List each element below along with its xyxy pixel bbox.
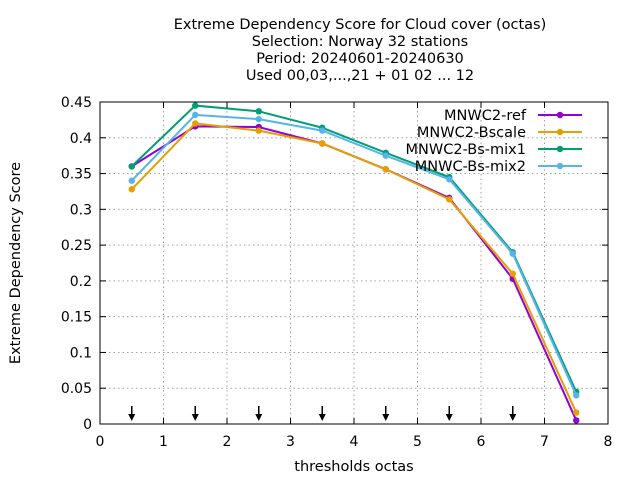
- legend-swatch-point: [556, 111, 564, 119]
- data-point: [573, 392, 580, 399]
- threshold-arrow: [128, 406, 136, 421]
- y-tick-label: 0.45: [61, 95, 92, 111]
- grid: [100, 102, 608, 424]
- legend-entry: MNWC2-Bs-mix1: [406, 142, 582, 158]
- series-group: [128, 102, 580, 424]
- data-point: [192, 120, 199, 127]
- legend-swatch-point: [556, 128, 564, 136]
- legend-entry: MNWC2-Bscale: [417, 125, 582, 141]
- x-axis-label: thresholds octas: [294, 459, 413, 475]
- series-line: [131, 104, 578, 393]
- axis-ticks: 0 1 2 3 4 5 6 7 8 0 0.05 0.1 0.15 0.2 0.25 0.3 0.35 0.4 0.…: [61, 95, 613, 450]
- y-tick-label: 0.15: [61, 310, 92, 326]
- legend-label: MNWC2-Bscale: [417, 125, 526, 141]
- series-MNWC-Bs-mix2: [128, 111, 580, 399]
- threshold-arrows: [128, 406, 517, 421]
- y-tick-label: 0.05: [61, 381, 92, 397]
- x-tick-label: 3: [286, 434, 295, 450]
- data-point: [255, 115, 262, 123]
- data-point: [573, 417, 580, 424]
- x-tick-label: 0: [96, 434, 105, 450]
- series-line: [131, 113, 578, 396]
- x-tick-label: 1: [159, 434, 168, 450]
- legend-label: MNWC2-ref: [444, 108, 527, 124]
- x-tick-label: 6: [477, 434, 486, 450]
- data-point: [319, 140, 326, 147]
- data-point: [509, 250, 516, 257]
- y-tick-label: 0.2: [70, 274, 92, 290]
- data-point: [192, 111, 199, 119]
- data-point: [446, 196, 453, 203]
- data-point: [255, 127, 262, 134]
- data-point: [128, 163, 135, 170]
- y-tick-label: 0.1: [70, 345, 92, 361]
- data-point: [573, 409, 580, 416]
- chart-title: Extreme Dependency Score for Cloud cover…: [174, 17, 547, 84]
- data-point: [128, 177, 135, 184]
- x-tick-label: 5: [413, 434, 422, 450]
- series-line: [131, 122, 578, 413]
- data-point: [255, 108, 262, 115]
- threshold-arrow: [191, 406, 199, 421]
- data-point: [446, 176, 453, 183]
- title-line: Used 00,03,...,21 + 01 02 ... 12: [246, 68, 474, 84]
- legend-label: MNWC2-Bs-mix1: [406, 142, 526, 158]
- x-tick-label: 7: [540, 434, 549, 450]
- threshold-arrow: [318, 406, 326, 421]
- plot-frame: [99, 101, 609, 425]
- legend: MNWC2-refMNWC2-BscaleMNWC2-Bs-mix1MNWC-B…: [406, 108, 582, 175]
- y-tick-label: 0.35: [61, 167, 92, 183]
- threshold-arrow: [382, 406, 390, 421]
- legend-swatch-point: [556, 145, 564, 153]
- y-tick-label: 0.3: [70, 202, 92, 218]
- data-point: [319, 127, 326, 134]
- y-axis-label: Extreme Dependency Score: [8, 162, 24, 364]
- threshold-arrow: [509, 406, 517, 421]
- data-point: [509, 270, 516, 277]
- legend-entry: MNWC2-ref: [444, 108, 582, 124]
- series-MNWC2-Bscale: [128, 120, 580, 416]
- title-line: Extreme Dependency Score for Cloud cover…: [174, 17, 547, 33]
- data-point: [382, 166, 389, 173]
- x-tick-label: 4: [350, 434, 359, 450]
- data-point: [192, 102, 199, 109]
- data-point: [382, 152, 389, 159]
- x-tick-label: 2: [223, 434, 232, 450]
- legend-entry: MNWC-Bs-mix2: [415, 159, 582, 175]
- x-tick-label: 8: [604, 434, 613, 450]
- legend-swatch-point: [556, 162, 564, 170]
- y-tick-label: 0.4: [70, 131, 92, 147]
- title-line: Period: 20240601-20240630: [256, 51, 464, 67]
- y-tick-label: 0: [83, 417, 92, 433]
- y-tick-label: 0.25: [61, 238, 92, 254]
- data-point: [128, 186, 135, 193]
- threshold-arrow: [255, 406, 263, 421]
- title-line: Selection: Norway 32 stations: [252, 34, 468, 50]
- legend-label: MNWC-Bs-mix2: [415, 159, 526, 175]
- threshold-arrow: [445, 406, 453, 421]
